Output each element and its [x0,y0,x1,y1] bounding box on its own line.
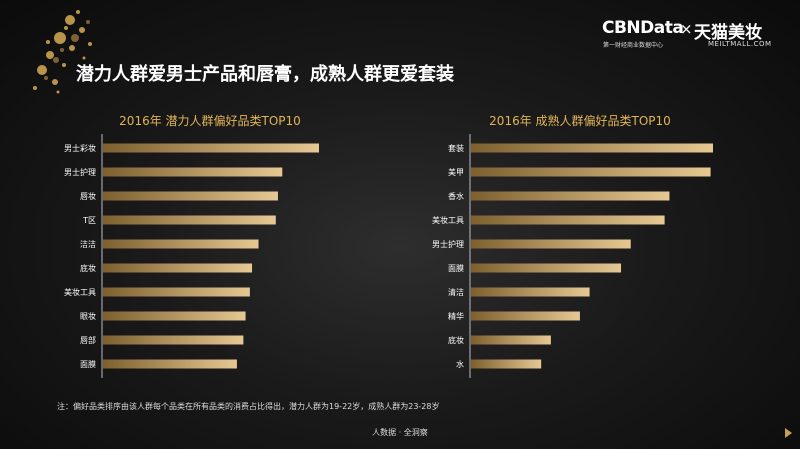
right-chart-bar [471,215,665,225]
logo-subtitle-right: MEILTMALL.COM [708,40,772,48]
right-chart-bar [471,311,580,321]
right-chart-title: 2016年 成熟人群偏好品类TOP10 [489,114,671,128]
left-chart-category-label: T区 [82,216,96,225]
left-chart-category-label: 唇部 [80,335,96,345]
right-chart-bar [471,335,551,345]
right-chart-bar [471,359,542,369]
left-chart-bar [103,335,244,345]
right-chart-category-label: 香水 [448,191,464,201]
right-chart-bar [471,287,590,297]
right-chart-bar [471,191,670,201]
logo-subtitle-left: 第一财经商业数据中心 [603,42,664,49]
left-chart-category-label: 眼妆 [80,311,96,321]
right-chart-category-label: 水 [456,359,464,369]
logo-brand: CBNData [602,18,684,38]
left-chart-bar [103,287,250,297]
right-chart-bar [471,167,711,177]
left-chart-bar [103,167,283,177]
left-chart-bar [103,239,259,249]
left-chart-bar [103,311,246,321]
right-chart-category-label: 面膜 [448,263,464,273]
right-chart-category-label: 清洁 [448,287,464,297]
left-chart-bar [103,143,319,153]
left-chart-bar [103,359,237,369]
right-chart-category-label: 男士护理 [432,239,464,249]
page-headline: 潜力人群爱男士产品和唇膏，成熟人群更爱套装 [76,64,454,85]
left-chart-bar [103,263,253,273]
next-arrow-icon[interactable] [785,428,792,438]
logo-separator: × [680,20,693,38]
left-chart-category-label: 面膜 [80,359,96,369]
right-chart-category-label: 美甲 [448,167,464,177]
footnote: 注：偏好品类排序由该人群每个品类在所有品类的消费占比得出，潜力人群为19-22岁… [57,402,440,411]
left-chart-bar [103,191,278,201]
right-chart-category-label: 美妆工具 [432,215,464,225]
gold-splatter-decoration [33,10,92,94]
right-chart-category-label: 套装 [448,143,464,153]
right-chart-category-label: 底妆 [448,335,464,345]
right-chart-bar [471,143,713,153]
left-chart-category-label: 唇妆 [80,191,96,201]
left-chart-category-label: 男士彩妆 [64,143,96,153]
right-chart-bar [471,239,631,249]
left-chart-bar [103,215,276,225]
source-text: 人数据 · 全洞察 [372,428,428,437]
left-chart-category-label: 美妆工具 [64,287,96,297]
right-chart-category-label: 精华 [448,311,464,321]
cbndata-tmall-logo: CBNData × 天猫美妆 第一财经商业数据中心 MEILTMALL.COM [602,18,782,52]
left-chart-title: 2016年 潜力人群偏好品类TOP10 [119,114,301,128]
left-chart-category-label: 男士护理 [64,167,96,177]
right-chart-bar [471,263,622,273]
left-chart-category-label: 底妆 [80,263,96,273]
logo-partner: 天猫美妆 [694,23,762,43]
left-chart-category-label: 洁洁 [80,239,96,249]
